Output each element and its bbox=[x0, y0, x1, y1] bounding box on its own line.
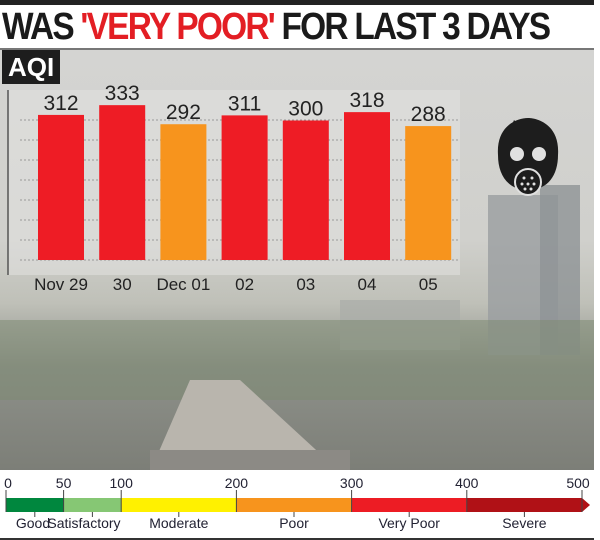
aqi-legend: Good Satisfactory Moderate Poor Very Poor Sev… bbox=[0, 470, 594, 540]
chart-frame: AQI 312 Nov 29 333 30 292 Dec 01 311 02 300 03 318… bbox=[0, 48, 594, 472]
legend-band bbox=[121, 498, 237, 512]
legend-scale-value: 100 bbox=[110, 475, 134, 491]
legend-label: Severe bbox=[502, 515, 547, 531]
bar bbox=[38, 114, 84, 260]
bar bbox=[160, 124, 207, 260]
data-label: 311 bbox=[228, 92, 261, 115]
x-tick-label: 02 bbox=[235, 275, 254, 294]
legend-band bbox=[236, 498, 352, 512]
bar bbox=[344, 112, 390, 260]
legend-band bbox=[351, 498, 467, 512]
legend-label: Good bbox=[16, 515, 50, 531]
legend-label: Moderate bbox=[149, 515, 208, 531]
legend-label: Very Poor bbox=[378, 515, 440, 531]
x-tick-label: 05 bbox=[419, 275, 438, 294]
x-tick-label: 30 bbox=[113, 275, 132, 294]
legend-scale-value: 500 bbox=[566, 475, 590, 491]
top-rule bbox=[0, 0, 594, 5]
legend-scale-value: 400 bbox=[455, 475, 479, 491]
bar bbox=[405, 126, 452, 260]
data-label: 292 bbox=[166, 101, 201, 124]
x-tick-label: 03 bbox=[296, 275, 315, 294]
data-label: 333 bbox=[105, 82, 140, 105]
background-photo bbox=[0, 185, 594, 472]
bar bbox=[221, 115, 268, 260]
data-label: 288 bbox=[411, 103, 446, 126]
legend-scale-value: 0 bbox=[4, 475, 12, 491]
bar bbox=[99, 105, 146, 260]
y-axis-label: AQI bbox=[2, 50, 61, 84]
data-label: 312 bbox=[43, 92, 78, 115]
gas-mask-icon bbox=[497, 118, 559, 196]
data-label: 300 bbox=[288, 98, 323, 121]
title-suffix: FOR LAST 3 DAYS bbox=[273, 6, 551, 48]
x-tick-label: Nov 29 bbox=[34, 275, 88, 294]
legend-scale-value: 200 bbox=[225, 475, 249, 491]
title-prefix: WAS bbox=[2, 6, 81, 48]
bar-chart: 312 Nov 29 333 30 292 Dec 01 311 02 300 03 318 04 28… bbox=[7, 82, 460, 294]
legend-label: Poor bbox=[279, 515, 309, 531]
legend-scale-value: 300 bbox=[340, 475, 364, 491]
legend-band bbox=[466, 498, 582, 512]
legend-label: Satisfactory bbox=[47, 515, 120, 531]
legend-band bbox=[6, 498, 64, 512]
page-title: WAS 'VERY POOR' FOR LAST 3 DAYS bbox=[2, 6, 551, 48]
data-label: 318 bbox=[349, 89, 384, 112]
title-highlight: 'VERY POOR' bbox=[80, 6, 275, 48]
x-tick-label: 04 bbox=[358, 275, 377, 294]
bar bbox=[282, 120, 329, 260]
legend-arrow bbox=[582, 498, 590, 512]
legend-band bbox=[63, 498, 122, 512]
x-tick-label: Dec 01 bbox=[156, 275, 210, 294]
legend-scale-value: 50 bbox=[56, 475, 72, 491]
